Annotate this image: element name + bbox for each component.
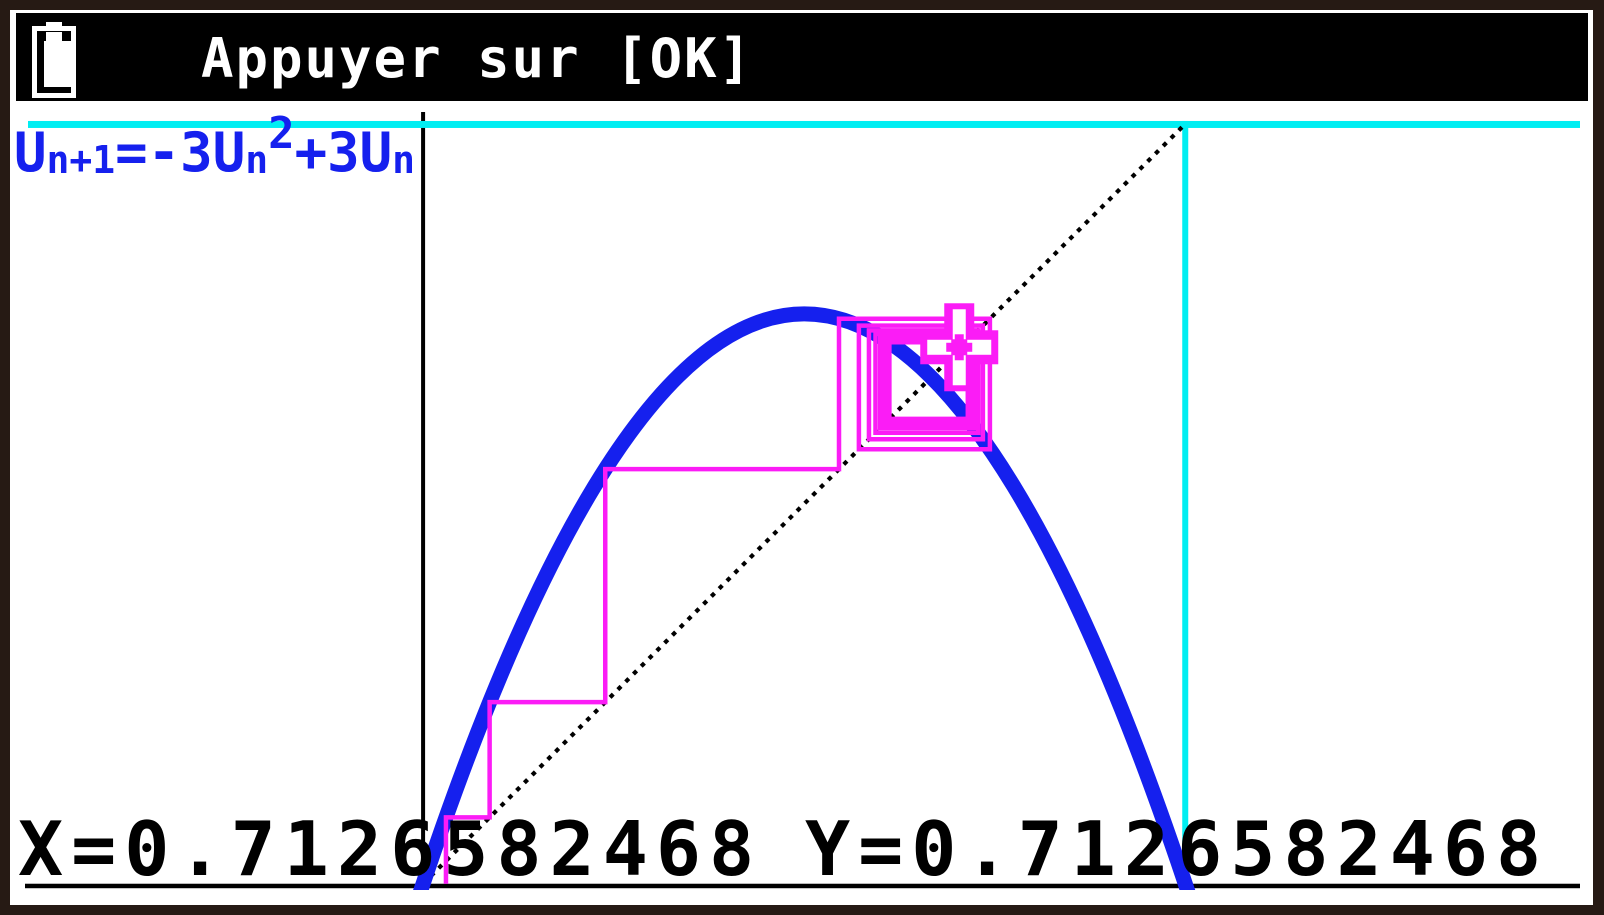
- formula-part: -3: [147, 121, 213, 184]
- formula-part: n+1: [46, 138, 116, 182]
- formula-part: n: [245, 138, 269, 182]
- calculator-screen: [10, 10, 1593, 905]
- parabola-curve: [413, 306, 1196, 890]
- trace-y-readout: Y=0.7126582468: [805, 805, 1550, 893]
- battery-icon: [32, 22, 76, 98]
- formula-part: U: [212, 121, 246, 184]
- x-axis: [25, 883, 1580, 889]
- cobweb-path: [443, 316, 993, 884]
- formula-part: +3: [294, 121, 360, 184]
- trace-x-readout: X=0.7126582468: [18, 805, 763, 893]
- formula-part: 2: [268, 108, 295, 159]
- y-axis: [421, 112, 426, 890]
- formula-part: U: [359, 121, 393, 184]
- formula-part: n: [392, 138, 416, 182]
- trace-cursor: [920, 303, 999, 392]
- title-message: Appuyer sur [OK]: [201, 27, 754, 90]
- formula-part: =: [115, 121, 148, 184]
- title-bar: Appuyer sur [OK]: [16, 13, 1588, 101]
- identity-line: [421, 122, 1187, 886]
- cursor-center-dot: [951, 339, 968, 356]
- guide-line-y1: [28, 120, 1580, 128]
- formula-part: U: [14, 121, 47, 184]
- guide-line-x1: [1182, 120, 1189, 884]
